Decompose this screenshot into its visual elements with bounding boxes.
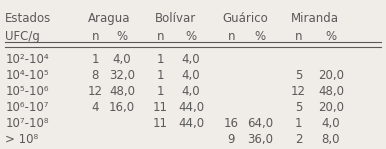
- Text: 12: 12: [291, 85, 306, 98]
- Text: n: n: [91, 30, 99, 43]
- Text: 32,0: 32,0: [109, 69, 135, 82]
- Text: 12: 12: [88, 85, 103, 98]
- Text: 1: 1: [157, 53, 164, 66]
- Text: n: n: [228, 30, 235, 43]
- Text: 4,0: 4,0: [322, 117, 340, 130]
- Text: UFC/g: UFC/g: [5, 30, 40, 43]
- Text: %: %: [325, 30, 337, 43]
- Text: 4,0: 4,0: [113, 53, 131, 66]
- Text: 5: 5: [295, 69, 302, 82]
- Text: 44,0: 44,0: [178, 101, 204, 114]
- Text: Aragua: Aragua: [88, 12, 130, 25]
- Text: 1: 1: [157, 85, 164, 98]
- Text: 44,0: 44,0: [178, 117, 204, 130]
- Text: 1: 1: [91, 53, 99, 66]
- Text: Bolívar: Bolívar: [155, 12, 196, 25]
- Text: 10⁷-10⁸: 10⁷-10⁸: [5, 117, 49, 130]
- Text: n: n: [295, 30, 302, 43]
- Text: 48,0: 48,0: [109, 85, 135, 98]
- Text: 8: 8: [91, 69, 99, 82]
- Text: %: %: [186, 30, 196, 43]
- Text: Guárico: Guárico: [223, 12, 269, 25]
- Text: 4: 4: [91, 101, 99, 114]
- Text: 10⁶-10⁷: 10⁶-10⁷: [5, 101, 49, 114]
- Text: 10⁴-10⁵: 10⁴-10⁵: [5, 69, 49, 82]
- Text: 8,0: 8,0: [322, 133, 340, 146]
- Text: 11: 11: [153, 117, 168, 130]
- Text: 10⁵-10⁶: 10⁵-10⁶: [5, 85, 49, 98]
- Text: 20,0: 20,0: [318, 101, 344, 114]
- Text: 48,0: 48,0: [318, 85, 344, 98]
- Text: 1: 1: [295, 117, 302, 130]
- Text: 16: 16: [224, 117, 239, 130]
- Text: 11: 11: [153, 101, 168, 114]
- Text: 64,0: 64,0: [247, 117, 273, 130]
- Text: %: %: [117, 30, 128, 43]
- Text: n: n: [157, 30, 164, 43]
- Text: 9: 9: [228, 133, 235, 146]
- Text: 4,0: 4,0: [182, 85, 200, 98]
- Text: 4,0: 4,0: [182, 69, 200, 82]
- Text: %: %: [254, 30, 266, 43]
- Text: 16,0: 16,0: [109, 101, 135, 114]
- Text: 1: 1: [157, 69, 164, 82]
- Text: 10²-10⁴: 10²-10⁴: [5, 53, 49, 66]
- Text: Estados: Estados: [5, 12, 51, 25]
- Text: 5: 5: [295, 101, 302, 114]
- Text: > 10⁸: > 10⁸: [5, 133, 38, 146]
- Text: 20,0: 20,0: [318, 69, 344, 82]
- Text: Miranda: Miranda: [291, 12, 339, 25]
- Text: 2: 2: [295, 133, 302, 146]
- Text: 4,0: 4,0: [182, 53, 200, 66]
- Text: 36,0: 36,0: [247, 133, 273, 146]
